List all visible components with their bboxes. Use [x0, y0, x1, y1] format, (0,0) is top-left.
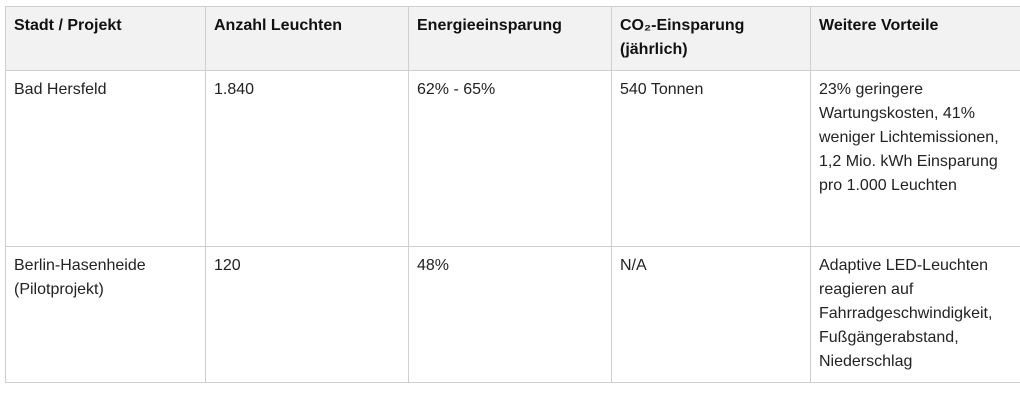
data-table: Stadt / Projekt Anzahl Leuchten Energiee…: [5, 6, 1020, 383]
cell: Berlin-Hasenheide (Pilotprojekt): [5, 246, 206, 383]
table-row: Berlin-Hasenheide (Pilotprojekt) 120 48%…: [5, 246, 1020, 383]
header-cell: Weitere Vorteile: [810, 6, 1020, 71]
header-cell: Anzahl Leuchten: [205, 6, 409, 71]
cell: Adaptive LED-Leuchten reagieren auf Fahr…: [810, 246, 1020, 383]
cell: 23% geringere Wartungskosten, 41% wenige…: [810, 70, 1020, 247]
cell: 540 Tonnen: [611, 70, 811, 247]
cell: 48%: [408, 246, 612, 383]
header-cell: CO₂-Einsparung (jährlich): [611, 6, 811, 71]
cell: N/A: [611, 246, 811, 383]
cell: 1.840: [205, 70, 409, 247]
cell: 120: [205, 246, 409, 383]
cell: Bad Hersfeld: [5, 70, 206, 247]
header-cell: Stadt / Projekt: [5, 6, 206, 71]
table-row: Bad Hersfeld 1.840 62% - 65% 540 Tonnen …: [5, 70, 1020, 247]
header-cell: Energieeinsparung: [408, 6, 612, 71]
cell: 62% - 65%: [408, 70, 612, 247]
header-row: Stadt / Projekt Anzahl Leuchten Energiee…: [5, 6, 1020, 71]
